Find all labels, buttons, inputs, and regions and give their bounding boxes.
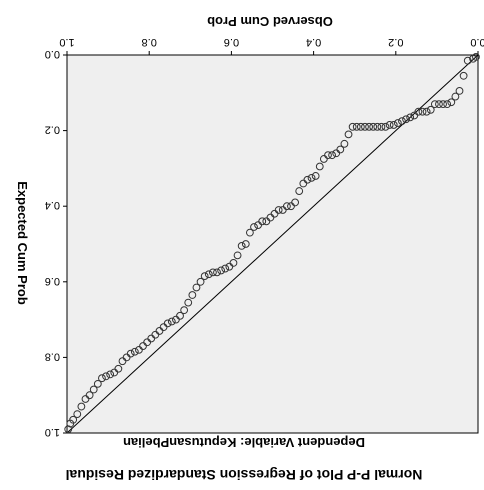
data-point [196, 277, 205, 286]
data-point [463, 56, 472, 65]
data-point [311, 172, 320, 180]
y-tick-label: 0.4 [45, 199, 60, 211]
data-point [217, 266, 226, 275]
data-point [377, 122, 386, 131]
data-point [64, 425, 73, 434]
data-point [410, 111, 419, 120]
data-point [73, 410, 82, 418]
data-point [241, 240, 250, 248]
data-point [213, 268, 221, 277]
data-point [443, 100, 452, 109]
data-point [435, 100, 443, 109]
y-axis-title: Expected Cum Prob [15, 181, 30, 305]
data-points [64, 52, 480, 434]
data-point [188, 291, 197, 299]
data-point [93, 379, 102, 388]
data-point [110, 368, 119, 377]
data-point [167, 317, 176, 326]
data-point [422, 107, 431, 116]
data-point [373, 122, 382, 131]
data-point [398, 117, 406, 126]
data-point [262, 217, 271, 226]
data-point [344, 130, 353, 139]
data-point [180, 306, 189, 315]
data-point [204, 270, 213, 279]
data-point [106, 370, 115, 379]
data-point [459, 71, 468, 80]
data-point [352, 122, 361, 131]
y-tick-label: 0.0 [45, 48, 60, 60]
data-point [348, 122, 357, 131]
data-point [328, 151, 336, 160]
chart-title: Normal P-P Plot of Regression Standardiz… [66, 467, 423, 483]
data-point [418, 107, 427, 116]
data-point [287, 202, 295, 211]
data-point [389, 121, 398, 129]
data-point [393, 119, 402, 127]
data-point [299, 179, 308, 188]
data-point [455, 87, 464, 95]
data-point [237, 241, 246, 250]
data-point [402, 115, 410, 124]
data-point [469, 54, 477, 63]
data-point [319, 155, 328, 163]
chart-subtitle: Dependent Variable: KeputusanPbelian [123, 435, 365, 450]
data-point [233, 251, 242, 260]
data-point [209, 268, 217, 277]
data-point [118, 357, 127, 366]
axis-ticks: 0.00.20.40.60.81.00.00.20.40.60.81.0 [45, 36, 484, 438]
y-tick-label: 1.0 [45, 426, 60, 438]
data-point [250, 223, 258, 231]
x-tick-label: 0.2 [388, 36, 403, 48]
y-tick-label: 0.2 [45, 124, 60, 136]
x-tick-label: 0.0 [470, 36, 484, 48]
data-point [221, 264, 230, 273]
data-point [130, 347, 139, 356]
x-axis-title: Observed Cum Prob [207, 14, 333, 29]
data-point [77, 402, 86, 411]
data-point [385, 121, 394, 129]
data-point [135, 345, 143, 354]
data-point [365, 122, 373, 131]
data-point [81, 395, 90, 403]
data-point [315, 162, 324, 171]
data-point [451, 92, 460, 101]
data-point [340, 139, 349, 148]
data-point [381, 122, 390, 131]
data-point [225, 262, 234, 271]
data-point [98, 374, 106, 383]
data-point [406, 113, 415, 122]
data-point [369, 122, 378, 131]
data-point [361, 122, 369, 131]
data-point [307, 173, 316, 182]
data-point [447, 98, 456, 107]
y-tick-label: 0.6 [45, 275, 60, 287]
data-point [430, 100, 439, 109]
data-point [356, 122, 365, 131]
data-point [295, 187, 304, 195]
data-point [184, 298, 193, 307]
data-point [332, 149, 341, 158]
data-point [172, 315, 180, 324]
data-point [66, 419, 75, 428]
data-point [254, 221, 263, 229]
x-tick-label: 1.0 [59, 36, 74, 48]
x-tick-label: 0.4 [306, 36, 321, 48]
data-point [426, 105, 435, 114]
data-point [102, 372, 110, 381]
data-point [192, 283, 201, 292]
x-tick-label: 0.6 [224, 36, 239, 48]
data-point [278, 206, 287, 214]
y-tick-label: 0.8 [45, 350, 60, 362]
data-point [89, 385, 98, 394]
data-point [245, 228, 254, 237]
data-point [200, 272, 209, 281]
data-point [439, 100, 447, 109]
x-tick-label: 0.8 [142, 36, 157, 48]
